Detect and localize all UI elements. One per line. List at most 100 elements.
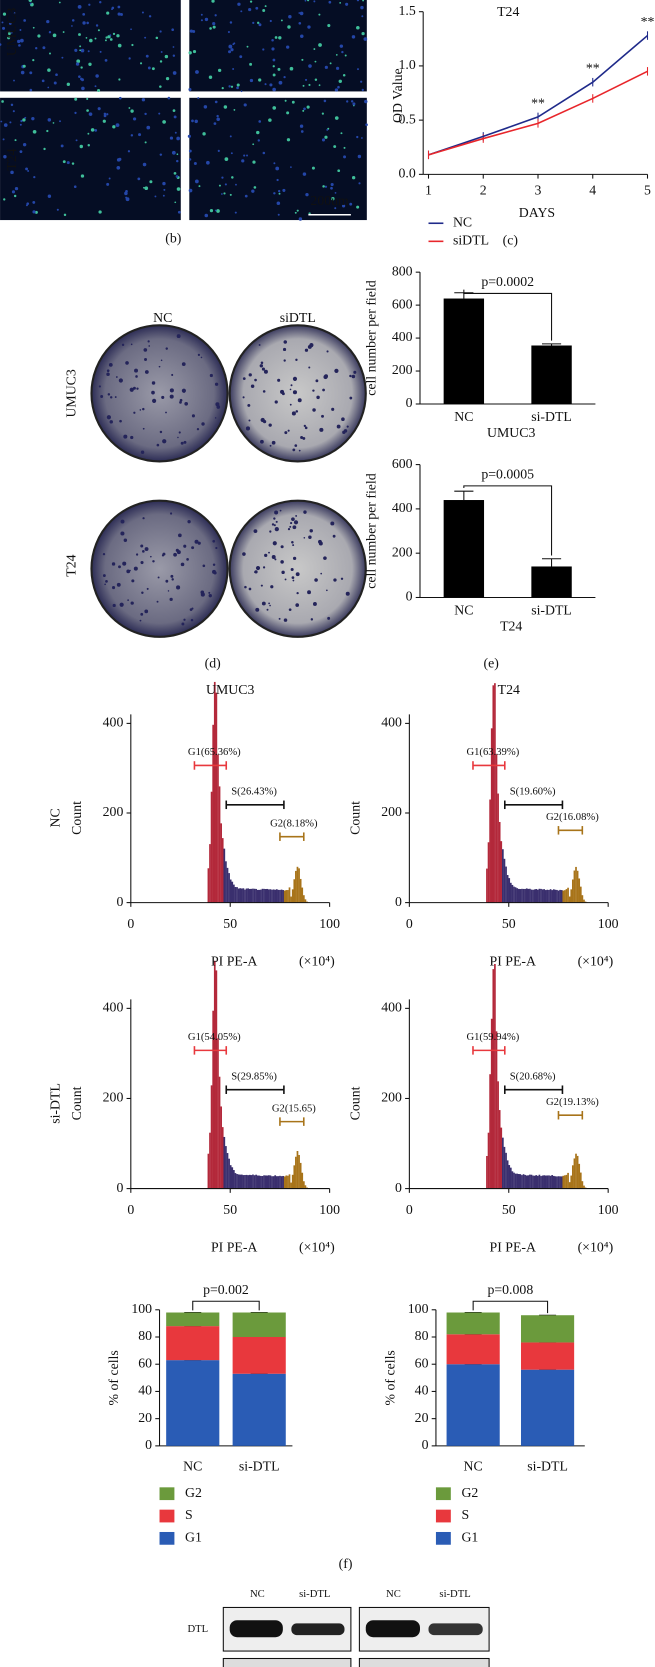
colony <box>142 550 145 553</box>
histogram-bin <box>228 873 230 903</box>
cell-dot <box>322 185 325 188</box>
cell-dot <box>286 111 290 115</box>
cell-dot <box>142 162 147 167</box>
colony <box>260 361 264 365</box>
cell-dot <box>258 23 262 27</box>
histogram-bin <box>279 1175 281 1189</box>
cell-dot <box>344 54 347 57</box>
cell-dot <box>112 125 116 129</box>
histogram-bin <box>502 849 504 903</box>
cell-dot <box>236 83 240 87</box>
colony <box>135 553 139 556</box>
y-tick-label: 200 <box>103 804 124 819</box>
colony <box>130 601 134 605</box>
colony <box>298 449 301 452</box>
colony <box>326 350 329 353</box>
cell-dot <box>144 141 147 144</box>
cell-dot <box>29 2 32 5</box>
cell-dot <box>340 132 343 135</box>
x-axis-label: UMUC3 <box>487 425 535 440</box>
histogram-bin <box>215 970 218 1189</box>
colony <box>269 604 271 607</box>
cell-dot <box>236 86 239 90</box>
cell-dot <box>289 66 294 71</box>
histogram-bin <box>549 1175 552 1189</box>
x-axis-label: PI PE-A <box>490 953 536 968</box>
cell-dot <box>211 0 215 3</box>
histogram-bin <box>533 889 536 903</box>
histogram-bin <box>258 1175 261 1189</box>
x-tick-label: NC <box>183 1458 202 1473</box>
histogram-bin <box>248 888 251 903</box>
histogram-bin <box>244 889 246 903</box>
cell-dot <box>272 58 276 62</box>
colony <box>215 402 220 407</box>
cell-dot <box>79 49 82 52</box>
histogram-bin <box>522 888 525 903</box>
cell-dot <box>177 210 181 214</box>
gate-label: G1(54.05%) <box>188 1032 241 1043</box>
histogram-bin <box>287 1175 289 1189</box>
colony <box>187 519 191 524</box>
cell-dot <box>0 43 2 46</box>
cell-dot <box>55 73 58 77</box>
cell-dot <box>172 71 177 75</box>
cell-dot <box>162 120 166 124</box>
histogram-bin <box>226 1153 229 1189</box>
colony <box>142 427 145 430</box>
histogram-bin <box>559 889 561 903</box>
colony <box>304 348 309 352</box>
colony <box>191 546 195 550</box>
gate-label: S(19.60%) <box>510 786 556 797</box>
histogram-bin <box>250 888 253 903</box>
plate <box>90 499 229 638</box>
y-tick-label: 0 <box>145 1437 152 1452</box>
histogram-bin <box>521 1175 523 1189</box>
histogram-bin <box>266 888 269 903</box>
colony <box>162 439 167 444</box>
histogram-bin <box>302 1181 305 1189</box>
cell-dot <box>271 47 275 51</box>
cell-dot <box>128 107 131 109</box>
colony <box>140 544 144 548</box>
histogram-bin <box>576 1155 579 1189</box>
histogram-bin <box>218 1076 221 1189</box>
colony <box>271 555 276 559</box>
cell-dot <box>327 23 331 28</box>
histogram-bin <box>295 1156 297 1189</box>
cell-dot <box>365 123 368 126</box>
cell-dot <box>97 88 101 93</box>
histogram-bin <box>255 888 257 903</box>
colony <box>102 574 106 577</box>
cell-dot <box>74 97 78 101</box>
histogram-bin <box>524 1174 526 1189</box>
cell-dot <box>214 209 217 212</box>
cell-dot <box>311 166 315 170</box>
y-tick-label: 0 <box>116 894 123 909</box>
colony <box>303 536 306 539</box>
cell-dot <box>269 19 272 23</box>
bar-segment <box>446 1312 500 1335</box>
cell-dot <box>10 170 14 175</box>
cell-dot <box>87 50 90 53</box>
cell-dot <box>169 136 174 140</box>
cell-dot <box>87 132 90 135</box>
histogram-bin <box>579 886 582 903</box>
row-label: UMUC3 <box>64 369 79 417</box>
cell-dot <box>337 85 340 89</box>
cell-dot <box>209 208 214 213</box>
cell-dot <box>206 160 210 165</box>
row-label: DTL <box>187 1624 208 1635</box>
row-label: T24 <box>4 148 19 170</box>
cell-dot <box>9 121 12 124</box>
legend-swatch <box>159 1487 175 1501</box>
cell-dot <box>349 202 353 206</box>
cell-dot <box>75 139 78 142</box>
x-unit: (×10⁴) <box>299 1239 335 1255</box>
cell-dot <box>104 39 107 42</box>
cell-dot <box>98 210 102 214</box>
cell-dot <box>221 86 224 90</box>
bar-segment <box>166 1360 220 1446</box>
cell-dot <box>172 46 175 48</box>
